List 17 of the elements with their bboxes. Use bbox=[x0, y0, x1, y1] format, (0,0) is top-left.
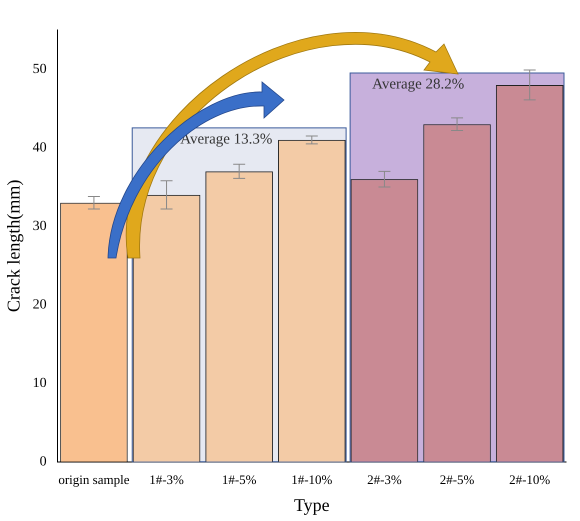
x-tick-label: 1#-3% bbox=[149, 472, 184, 488]
x-axis-title: Type bbox=[294, 494, 330, 515]
x-tick-label: 2#-10% bbox=[509, 472, 550, 488]
x-tick-label: 2#-5% bbox=[440, 472, 475, 488]
y-tick-label: 50 bbox=[32, 62, 47, 77]
y-tick-label: 30 bbox=[32, 218, 47, 234]
y-tick-label: 10 bbox=[32, 376, 47, 391]
x-tick-label: 2#-3% bbox=[367, 472, 402, 488]
band-label: Average 13.3% bbox=[180, 131, 272, 148]
y-tick-label: 40 bbox=[32, 140, 47, 156]
band-label: Average 28.2% bbox=[372, 76, 464, 92]
y-tick-label: 20 bbox=[32, 297, 47, 312]
x-tick-label: 1#-10% bbox=[291, 472, 333, 488]
y-tick-label: 0 bbox=[40, 454, 47, 470]
y-axis-title: Crack length(mm) bbox=[4, 180, 24, 312]
x-tick-label: origin sample bbox=[58, 472, 130, 488]
x-tick-label: 1#-5% bbox=[222, 472, 257, 488]
